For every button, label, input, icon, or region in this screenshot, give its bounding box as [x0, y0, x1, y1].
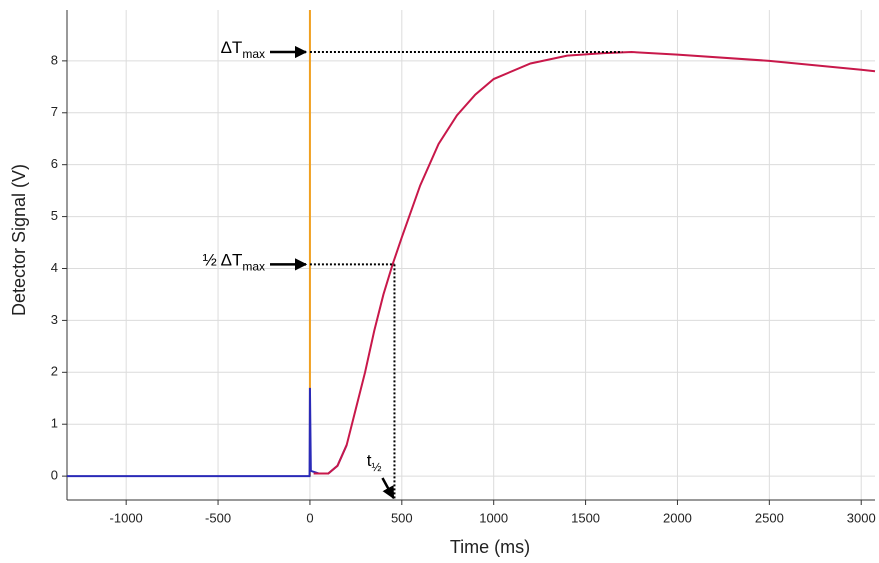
- x-tick-label: 3000: [847, 510, 876, 525]
- data-line: [313, 51, 876, 475]
- y-tick-label: 1: [51, 416, 58, 431]
- y-tick-label: 5: [51, 208, 58, 223]
- x-tick-label: -1000: [110, 510, 143, 525]
- y-tick-label: 6: [51, 156, 58, 171]
- y-tick-label: 8: [51, 52, 58, 67]
- annotation: ½ ΔTmax: [203, 251, 265, 274]
- data-line: [67, 387, 348, 478]
- y-axis-title: Detector Signal (V): [9, 164, 29, 316]
- arrow: [381, 477, 395, 500]
- x-tick-label: 0: [306, 510, 313, 525]
- y-tick-label: 7: [51, 104, 58, 119]
- annotation-sub: max: [242, 47, 265, 61]
- x-tick-label: 1000: [479, 510, 508, 525]
- y-tick-label: 2: [51, 364, 58, 379]
- annotation-sub: ½: [371, 460, 381, 474]
- annotation: t½: [367, 451, 382, 474]
- annotation-text: t: [367, 451, 372, 470]
- annotation-sub: max: [242, 260, 265, 274]
- annotation-text: ΔT: [221, 39, 243, 58]
- y-tick-label: 4: [51, 260, 58, 275]
- x-tick-label: -500: [205, 510, 231, 525]
- x-tick-label: 1500: [571, 510, 600, 525]
- x-tick-label: 2500: [755, 510, 784, 525]
- y-tick-label: 3: [51, 312, 58, 327]
- x-tick-label: 2000: [663, 510, 692, 525]
- annotation-text: ½ ΔT: [203, 251, 243, 270]
- x-axis-title: Time (ms): [450, 537, 530, 557]
- y-tick-label: 0: [51, 468, 58, 483]
- annotation: ΔTmax: [221, 39, 265, 62]
- x-tick-label: 500: [391, 510, 413, 525]
